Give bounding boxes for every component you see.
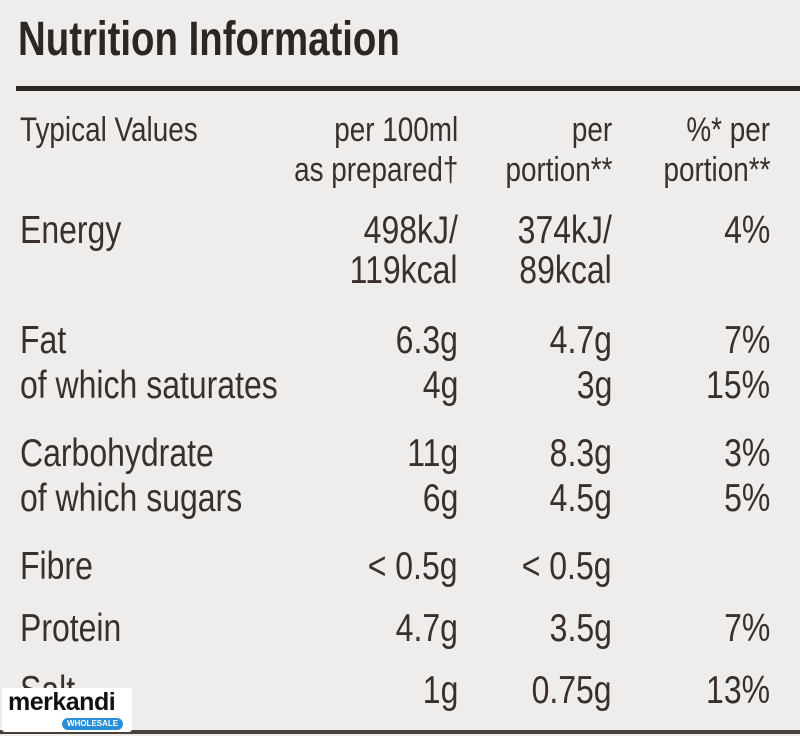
logo-name: merkandi <box>8 688 116 716</box>
row-value: 1g <box>422 668 458 712</box>
row-label: Fibre <box>20 544 93 588</box>
header-cell: portion** <box>505 151 612 190</box>
header-cell: portion** <box>663 151 770 190</box>
row-value: 15% <box>705 363 770 407</box>
row-label: Energy <box>20 208 122 252</box>
watermark-logo: merkandi WHOLESALE <box>2 688 132 732</box>
logo-tag: WHOLESALE <box>62 718 124 730</box>
row-value: 7% <box>723 606 770 650</box>
row-value: 13% <box>705 668 770 712</box>
row-value: 4.7g <box>395 606 458 650</box>
row-value: 5% <box>723 476 770 520</box>
row-label: Fat <box>20 318 67 362</box>
row-label: Carbohydrate <box>20 431 214 475</box>
header-cell: Typical Values <box>20 111 198 150</box>
row-label: of which saturates <box>20 363 278 407</box>
row-value: 4.5g <box>549 476 612 520</box>
row-value: 374kJ/ <box>517 208 612 252</box>
row-value: < 0.5g <box>522 544 612 588</box>
title-rule <box>16 86 800 91</box>
row-value: 6.3g <box>395 318 458 362</box>
header-cell: per <box>571 111 612 150</box>
row-value: 498kJ/ <box>363 208 458 252</box>
row-value: 0.75g <box>531 668 612 712</box>
row-value: 6g <box>422 476 458 520</box>
row-value: 4g <box>422 363 458 407</box>
row-value: < 0.5g <box>368 544 458 588</box>
header-cell: as prepared† <box>293 151 458 190</box>
header-cell: per 100ml <box>334 111 458 150</box>
bottom-rule <box>0 730 800 734</box>
row-value: 8.3g <box>549 431 612 475</box>
row-value: 4% <box>723 208 770 252</box>
row-value: 3g <box>576 363 612 407</box>
row-value: 7% <box>723 318 770 362</box>
row-value: 11g <box>407 431 458 475</box>
row-label: Protein <box>20 606 122 650</box>
row-value: 3.5g <box>549 606 612 650</box>
header-cell: %* per <box>686 111 770 150</box>
row-value: 89kcal <box>519 248 612 292</box>
row-value: 119kcal <box>350 248 458 292</box>
row-value: 3% <box>723 431 770 475</box>
row-label: of which sugars <box>20 476 243 520</box>
row-value: 4.7g <box>549 318 612 362</box>
title: Nutrition Information <box>18 13 400 66</box>
